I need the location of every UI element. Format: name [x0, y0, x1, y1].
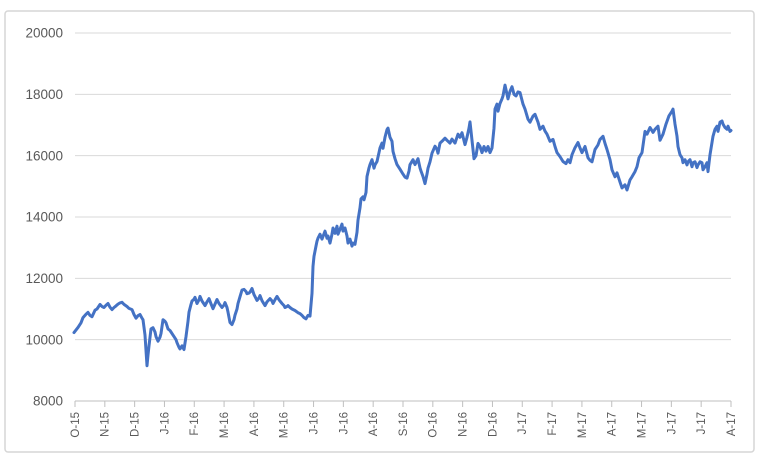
y-axis-label: 16000 — [25, 148, 63, 163]
x-axis-label: N-16 — [458, 412, 470, 437]
x-axis-label: A-16 — [249, 412, 261, 436]
x-axis-label: F-17 — [547, 412, 559, 436]
x-axis-label: M-17 — [577, 412, 589, 438]
y-axis-label: 10000 — [25, 332, 63, 347]
x-axis-label: J-16 — [308, 412, 320, 434]
y-axis-label: 20000 — [25, 26, 63, 41]
x-axis-label: A-17 — [726, 412, 738, 436]
x-axis-label: J-16 — [159, 412, 171, 434]
x-axis-label: O-15 — [70, 412, 82, 438]
y-axis-label: 14000 — [25, 210, 63, 225]
x-axis-label: O-16 — [428, 412, 440, 438]
x-axis-label: N-15 — [100, 412, 112, 437]
x-axis-label: M-16 — [279, 412, 291, 438]
x-axis-label: J-17 — [666, 412, 678, 434]
x-axis-label: A-16 — [368, 412, 380, 436]
x-axis-label: S-16 — [398, 412, 410, 436]
x-axis-label: J-16 — [338, 412, 350, 434]
y-axis-label: 12000 — [25, 271, 63, 286]
x-axis-label: M-16 — [219, 412, 231, 438]
x-axis-label: D-16 — [487, 412, 499, 437]
x-axis-label: J-17 — [696, 412, 708, 434]
x-axis-label: M-17 — [636, 412, 648, 438]
price-line-series — [72, 83, 733, 368]
chart-frame — [4, 10, 755, 453]
y-axis-label: 18000 — [25, 87, 63, 102]
y-axis-label: 8000 — [33, 394, 63, 409]
x-axis-label: J-17 — [517, 412, 529, 434]
x-axis-label: D-15 — [130, 412, 142, 437]
x-axis-label: F-16 — [189, 412, 201, 436]
x-axis-label: A-17 — [607, 412, 619, 436]
